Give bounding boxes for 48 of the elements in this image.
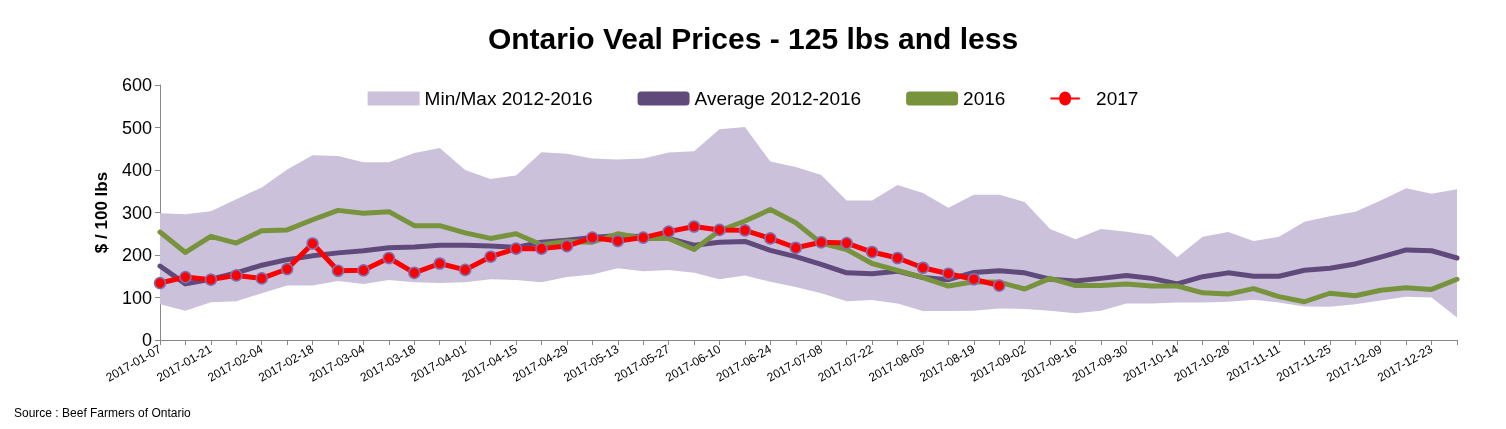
point [967,272,981,286]
point [382,251,396,265]
point [179,270,192,284]
point [408,266,421,280]
point [611,234,625,248]
y-tick-label: 400 [121,160,152,180]
point [357,264,370,277]
point [865,245,879,259]
legend-label: Min/Max 2012-2016 [424,88,593,109]
point [764,232,777,245]
chart-title: Ontario Veal Prices - 125 lbs and less [487,21,1019,55]
point [687,220,701,233]
y-tick-label: 0 [141,330,152,350]
point [840,236,853,250]
point [586,231,599,244]
point [204,273,218,286]
point [535,242,548,255]
legend-label: 2016 [963,88,1006,109]
point [484,250,497,263]
legend-label: 2017 [1096,88,1139,109]
point [738,224,752,237]
point [306,237,319,250]
point [255,272,268,285]
point [916,261,930,274]
point [636,231,650,244]
point [331,264,345,277]
point [230,269,243,282]
y-tick-label: 100 [121,287,152,308]
point [662,225,675,238]
y-tick-label: 300 [121,202,152,223]
point [891,251,904,265]
legend-label: Average 2012-2016 [694,88,862,109]
point [713,223,726,237]
source-note: Source : Beef Farmers of Ontario [14,406,192,420]
point [814,236,828,249]
point [433,257,446,270]
point [560,239,574,253]
y-tick-label: 200 [121,245,152,265]
point [153,276,167,290]
point [458,263,472,277]
point [789,241,803,255]
point [942,267,955,280]
y-axis-title: $ / 100 lbs [92,171,111,254]
point [993,279,1006,292]
point [509,242,523,255]
y-tick-label: 500 [121,117,152,138]
y-tick-label: 600 [121,75,152,95]
point [280,262,294,276]
